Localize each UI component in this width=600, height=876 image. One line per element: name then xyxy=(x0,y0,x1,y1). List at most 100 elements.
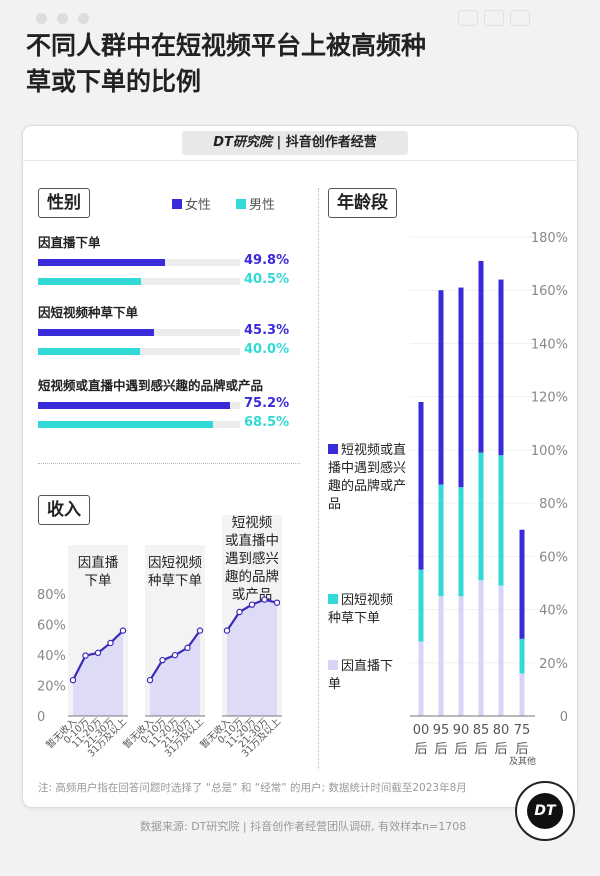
bar-track xyxy=(38,402,240,409)
legend-short-video: 因短视频种草下单 xyxy=(328,592,404,628)
panel-title: 种草下单 xyxy=(148,573,202,589)
y-tick-label: 20% xyxy=(37,680,66,695)
bar-value-label: 75.2% xyxy=(244,396,290,411)
legend-swatch xyxy=(236,198,246,209)
y-tick-label: 120% xyxy=(531,391,568,406)
x-tick-label: 后 xyxy=(474,742,487,757)
bar-segment xyxy=(418,569,424,642)
y-tick-label: 20% xyxy=(539,657,568,672)
x-tick-label: 后 xyxy=(434,742,447,757)
legend-label: 短视频或直播中遇到感兴趣的品牌或产品 xyxy=(328,443,407,512)
gender-category-label: 因直播下单 xyxy=(38,235,101,250)
income-chart: 020%40%60%80%因直播下单暂无收入0-10万11-20万21-30万3… xyxy=(37,515,283,760)
gender-title: 性别 xyxy=(38,188,90,218)
bar-track xyxy=(38,259,240,266)
data-point xyxy=(184,644,191,652)
legend-label: 因直播下单 xyxy=(328,659,394,692)
bar-track xyxy=(38,421,240,428)
maximize-icon[interactable] xyxy=(78,13,89,24)
footnote: 注: 高频用户指在回答问题时选择了 “总是” 和 “经常” 的用户; 数据统计时… xyxy=(38,782,467,794)
separator: | xyxy=(276,135,282,150)
x-tick-note: 及其他 xyxy=(509,755,536,767)
bar-female xyxy=(38,329,154,336)
record-icon[interactable] xyxy=(458,10,478,26)
age-title: 年龄段 xyxy=(328,188,397,218)
bar-value-label: 40.5% xyxy=(244,272,290,287)
bar-segment xyxy=(438,484,444,597)
y-tick-label: 40% xyxy=(37,649,66,664)
bar-segment xyxy=(458,596,464,716)
panel-title: 遇到感兴 xyxy=(225,550,279,567)
y-tick-label: 160% xyxy=(531,284,568,299)
panel-title: 短视频 xyxy=(232,515,273,531)
data-point xyxy=(248,601,256,608)
y-tick-label: 0 xyxy=(560,710,568,725)
data-point xyxy=(94,649,102,657)
bar-segment xyxy=(438,596,444,716)
data-point xyxy=(119,627,127,634)
close-icon[interactable] xyxy=(36,13,47,24)
bar-segment xyxy=(478,452,484,581)
bar-segment xyxy=(519,529,525,639)
x-tick-label: 85 xyxy=(473,723,490,738)
data-point xyxy=(223,627,231,634)
y-tick-label: 60% xyxy=(37,619,66,634)
x-tick-label: 后 xyxy=(494,742,507,757)
data-point xyxy=(171,651,179,659)
x-tick-label: 后 xyxy=(414,742,427,757)
panel-title: 因短视频 xyxy=(148,555,202,571)
minimize-icon[interactable] xyxy=(57,13,68,24)
share-icon[interactable] xyxy=(484,10,504,26)
x-tick-label: 75 xyxy=(514,723,531,738)
window-icon[interactable] xyxy=(510,10,530,26)
bar-segment xyxy=(519,638,525,674)
data-point xyxy=(236,608,243,616)
panel-title: 下单 xyxy=(85,573,112,589)
data-point xyxy=(159,656,166,664)
bar-track xyxy=(38,329,240,336)
bar-segment xyxy=(418,641,424,716)
bar-track xyxy=(38,278,240,285)
bar-segment xyxy=(418,401,424,570)
data-point xyxy=(261,596,268,603)
legend-interest: 短视频或直播中遇到感兴趣的品牌或产品 xyxy=(328,442,408,514)
bar-value-label: 49.8% xyxy=(244,253,290,268)
data-source: 数据来源: DT研究院 | 抖音创作者经营团队调研, 有效样本n=1708 xyxy=(140,820,467,833)
y-tick-label: 40% xyxy=(539,604,568,619)
header-brand: DT研究院 | 抖音创作者经营 xyxy=(182,131,408,155)
y-tick-label: 180% xyxy=(531,231,568,246)
data-point xyxy=(82,652,89,659)
x-tick-label: 后 xyxy=(515,742,528,757)
bar-track xyxy=(38,348,240,355)
x-tick-label: 80 xyxy=(493,723,510,738)
brand-name: DT研究院 xyxy=(213,135,272,150)
x-tick-label: 90 xyxy=(453,723,470,738)
y-tick-label: 80% xyxy=(37,588,66,603)
data-point xyxy=(69,676,77,684)
income-title: 收入 xyxy=(38,495,90,525)
bar-segment xyxy=(498,585,504,716)
y-tick-label: 0 xyxy=(37,710,45,725)
bar-segment xyxy=(478,580,484,716)
bar-value-label: 45.3% xyxy=(244,323,290,338)
legend-male: 男性 xyxy=(236,194,275,213)
y-tick-label: 80% xyxy=(539,497,568,512)
header-subtitle: 抖音创作者经营 xyxy=(285,135,377,150)
bar-value-label: 68.5% xyxy=(244,415,290,430)
bar-segment xyxy=(519,673,525,716)
page-title: 不同人群中在短视频平台上被高频种草或下单的比例 xyxy=(26,31,427,96)
data-point xyxy=(196,627,204,634)
legend-live: 因直播下单 xyxy=(328,658,394,694)
legend-label: 因短视频种草下单 xyxy=(328,593,394,626)
data-point xyxy=(273,599,281,606)
bar-female xyxy=(38,259,165,266)
bar-segment xyxy=(458,287,464,488)
bar-segment xyxy=(458,487,464,597)
divider xyxy=(318,188,319,770)
bar-segment xyxy=(498,455,504,586)
y-tick-label: 60% xyxy=(539,550,568,565)
area-fill xyxy=(227,599,277,716)
area-fill xyxy=(73,630,123,716)
panel-title: 因直播 xyxy=(78,555,119,571)
